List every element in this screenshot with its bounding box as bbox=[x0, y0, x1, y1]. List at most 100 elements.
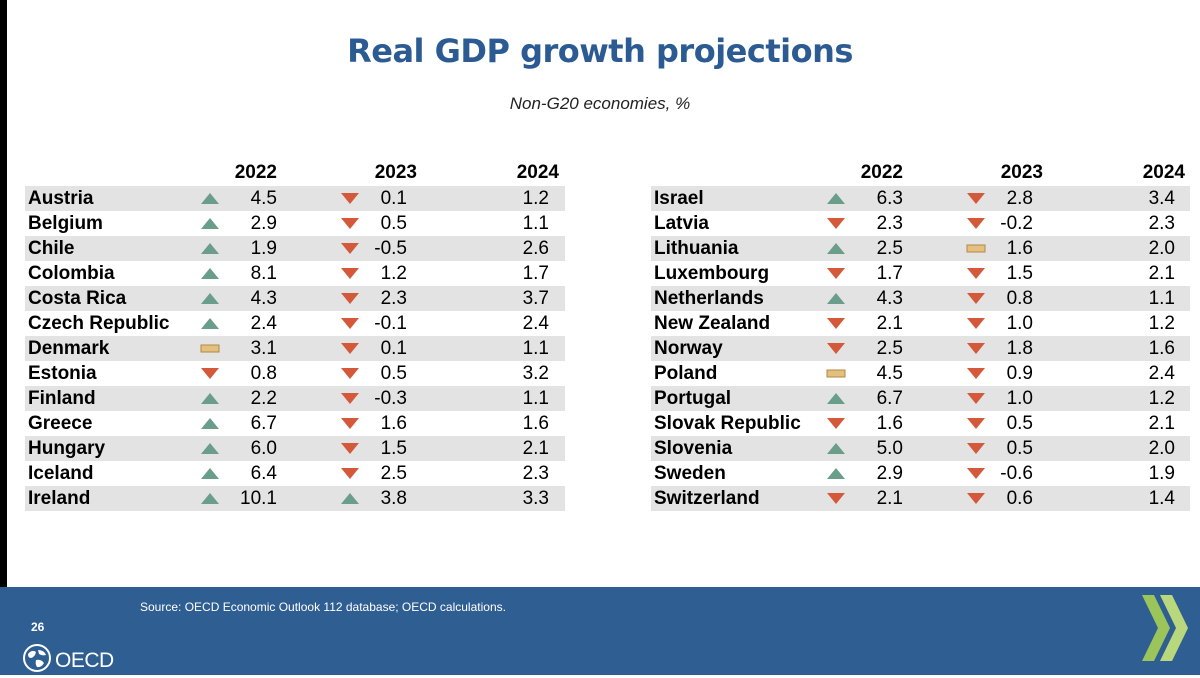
country-name: Estonia bbox=[28, 363, 97, 384]
value-2024: 3.4 bbox=[1148, 188, 1175, 209]
value-2023: 2.5 bbox=[380, 463, 407, 484]
value-2024: 3.3 bbox=[522, 488, 549, 509]
table-row: Greece 6.7 1.6 1.6 bbox=[25, 411, 565, 436]
country-name: Hungary bbox=[28, 438, 106, 459]
value-2023: 2.8 bbox=[1006, 188, 1033, 209]
country-name: Poland bbox=[654, 363, 718, 384]
down-trend-icon bbox=[340, 342, 360, 355]
value-2022: 1.7 bbox=[876, 263, 903, 284]
country-name: Belgium bbox=[28, 213, 103, 234]
down-trend-icon bbox=[966, 267, 986, 280]
value-2024: 2.4 bbox=[1148, 363, 1175, 384]
country-name: Norway bbox=[654, 338, 723, 359]
value-2022: 2.5 bbox=[876, 238, 903, 259]
value-2024: 1.2 bbox=[1148, 388, 1175, 409]
table-row: Chile 1.9 -0.5 2.6 bbox=[25, 236, 565, 261]
down-trend-icon bbox=[826, 317, 846, 330]
up-trend-icon bbox=[200, 242, 220, 255]
value-2024: 1.1 bbox=[522, 388, 549, 409]
table-row: Slovenia 5.0 0.5 2.0 bbox=[651, 436, 1190, 461]
down-trend-icon bbox=[966, 417, 986, 430]
country-name: Israel bbox=[654, 188, 704, 209]
up-trend-icon bbox=[200, 417, 220, 430]
value-2023: 0.5 bbox=[1006, 413, 1033, 434]
up-trend-icon bbox=[826, 467, 846, 480]
up-trend-icon bbox=[200, 492, 220, 505]
right-table-body: Israel 6.3 2.8 3.4 Latvia 2.3 -0.2 2.3 Lithuania… bbox=[651, 186, 1190, 511]
down-trend-icon bbox=[340, 267, 360, 280]
table-row: Luxembourg 1.7 1.5 2.1 bbox=[651, 261, 1190, 286]
value-2022: 1.6 bbox=[876, 413, 903, 434]
value-2023: 3.8 bbox=[380, 488, 407, 509]
double-chevron-icon bbox=[1140, 589, 1192, 672]
value-2023: 1.0 bbox=[1006, 388, 1033, 409]
up-trend-icon bbox=[826, 442, 846, 455]
value-2022: 4.3 bbox=[250, 288, 277, 309]
flat-trend-icon bbox=[200, 342, 220, 355]
down-trend-icon bbox=[340, 417, 360, 430]
down-trend-icon bbox=[826, 217, 846, 230]
country-name: Latvia bbox=[654, 213, 709, 234]
value-2022: 2.9 bbox=[876, 463, 903, 484]
table-row: Iceland 6.4 2.5 2.3 bbox=[25, 461, 565, 486]
up-trend-icon bbox=[826, 192, 846, 205]
table-row: Portugal 6.7 1.0 1.2 bbox=[651, 386, 1190, 411]
value-2022: 6.3 bbox=[876, 188, 903, 209]
up-trend-icon bbox=[826, 292, 846, 305]
value-2023: 0.6 bbox=[1006, 488, 1033, 509]
country-name: Ireland bbox=[28, 488, 91, 509]
table-row: Denmark 3.1 0.1 1.1 bbox=[25, 336, 565, 361]
table-row: Ireland 10.1 3.8 3.3 bbox=[25, 486, 565, 511]
up-trend-icon bbox=[200, 267, 220, 280]
up-trend-icon bbox=[200, 392, 220, 405]
value-2024: 2.1 bbox=[1148, 413, 1175, 434]
right-header-2022: 2022 bbox=[860, 162, 903, 183]
table-row: Norway 2.5 1.8 1.6 bbox=[651, 336, 1190, 361]
left-header-2023: 2023 bbox=[374, 162, 417, 183]
flat-trend-icon bbox=[966, 242, 986, 255]
country-name: Lithuania bbox=[654, 238, 739, 259]
table-row: Hungary 6.0 1.5 2.1 bbox=[25, 436, 565, 461]
value-2023: 0.5 bbox=[380, 363, 407, 384]
value-2024: 1.9 bbox=[1148, 463, 1175, 484]
country-name: New Zealand bbox=[654, 313, 771, 334]
down-trend-icon bbox=[340, 317, 360, 330]
value-2023: 1.8 bbox=[1006, 338, 1033, 359]
value-2023: 1.5 bbox=[1006, 263, 1033, 284]
country-name: Iceland bbox=[28, 463, 94, 484]
table-row: Poland 4.5 0.9 2.4 bbox=[651, 361, 1190, 386]
left-header-2022: 2022 bbox=[234, 162, 277, 183]
source-note: Source: OECD Economic Outlook 112 databa… bbox=[140, 600, 506, 614]
down-trend-icon bbox=[340, 442, 360, 455]
value-2024: 1.6 bbox=[1148, 338, 1175, 359]
value-2024: 1.7 bbox=[522, 263, 549, 284]
down-trend-icon bbox=[966, 217, 986, 230]
value-2024: 1.2 bbox=[522, 188, 549, 209]
country-name: Netherlands bbox=[654, 288, 764, 309]
up-trend-icon bbox=[826, 392, 846, 405]
value-2024: 3.2 bbox=[522, 363, 549, 384]
down-trend-icon bbox=[966, 392, 986, 405]
value-2022: 6.4 bbox=[250, 463, 277, 484]
down-trend-icon bbox=[340, 292, 360, 305]
table-row: New Zealand 2.1 1.0 1.2 bbox=[651, 311, 1190, 336]
value-2024: 2.3 bbox=[1148, 213, 1175, 234]
value-2024: 2.4 bbox=[522, 313, 549, 334]
table-row: Netherlands 4.3 0.8 1.1 bbox=[651, 286, 1190, 311]
left-edge-bar bbox=[0, 0, 7, 590]
value-2024: 1.4 bbox=[1148, 488, 1175, 509]
country-name: Switzerland bbox=[654, 488, 760, 509]
down-trend-icon bbox=[340, 392, 360, 405]
country-name: Finland bbox=[28, 388, 96, 409]
value-2022: 4.3 bbox=[876, 288, 903, 309]
left-header-2024: 2024 bbox=[516, 162, 559, 183]
flat-trend-icon bbox=[826, 367, 846, 380]
value-2022: 5.0 bbox=[876, 438, 903, 459]
value-2022: 6.0 bbox=[250, 438, 277, 459]
table-row: Latvia 2.3 -0.2 2.3 bbox=[651, 211, 1190, 236]
up-trend-icon bbox=[200, 442, 220, 455]
right-header-2024: 2024 bbox=[1142, 162, 1185, 183]
country-name: Sweden bbox=[654, 463, 726, 484]
value-2024: 2.3 bbox=[522, 463, 549, 484]
table-row: Israel 6.3 2.8 3.4 bbox=[651, 186, 1190, 211]
